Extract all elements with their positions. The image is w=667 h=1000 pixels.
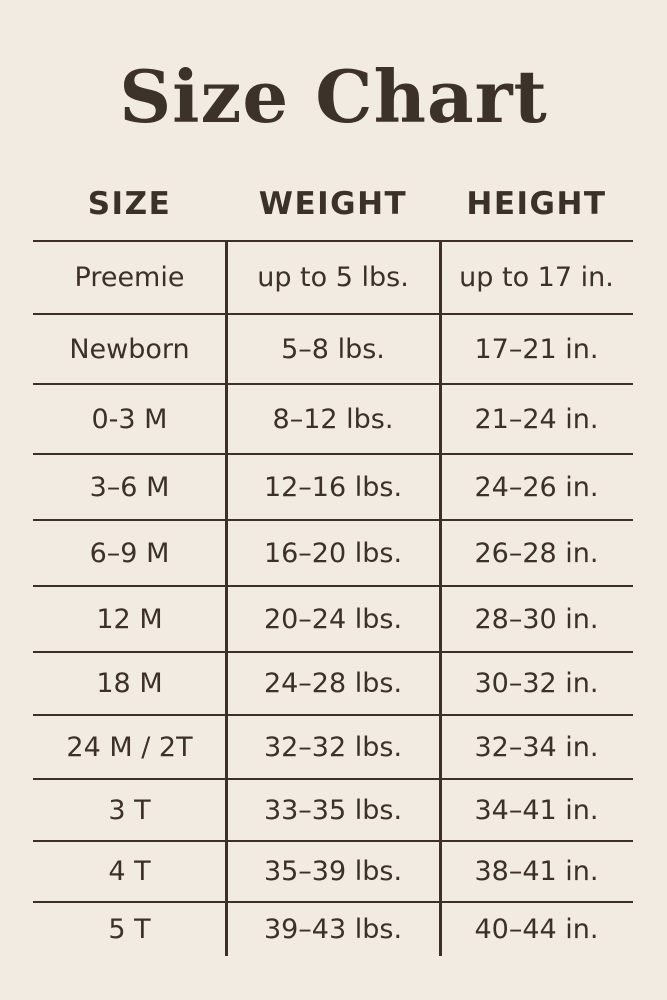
table-row: 5 T 39–43 lbs. 40–44 in.: [33, 901, 633, 956]
cell-height: 24–26 in.: [474, 471, 599, 503]
cell-height: up to 17 in.: [459, 262, 614, 293]
cell-size: 12 M: [96, 603, 163, 635]
cell-size: 6–9 M: [89, 537, 170, 569]
column-header-height: HEIGHT: [466, 186, 607, 222]
cell-weight: 16–20 lbs.: [263, 537, 403, 569]
cell-weight: 33–35 lbs.: [263, 794, 403, 826]
table-row: 3 T 33–35 lbs. 34–41 in.: [33, 778, 633, 840]
column-header-weight: WEIGHT: [258, 186, 408, 222]
page-title: Size Chart: [119, 54, 548, 139]
cell-weight: 24–28 lbs.: [263, 668, 403, 699]
column-header-size: SIZE: [87, 186, 172, 222]
cell-weight: 32–32 lbs.: [263, 731, 403, 763]
cell-size: 24 M / 2T: [66, 731, 193, 763]
cell-height: 34–41 in.: [474, 794, 599, 826]
cell-size: 3–6 M: [89, 471, 170, 503]
cell-weight: up to 5 lbs.: [257, 262, 409, 293]
cell-size: 18 M: [96, 668, 163, 699]
cell-weight: 12–16 lbs.: [263, 471, 403, 503]
cell-height: 38–41 in.: [474, 856, 599, 887]
cell-height: 30–32 in.: [474, 668, 599, 699]
cell-size: 0-3 M: [91, 403, 168, 435]
cell-weight: 39–43 lbs.: [263, 914, 403, 945]
table-row: Preemie up to 5 lbs. up to 17 in.: [33, 240, 633, 313]
column-divider: [225, 240, 228, 956]
table-row: 0-3 M 8–12 lbs. 21–24 in.: [33, 383, 633, 453]
cell-height: 26–28 in.: [474, 537, 599, 569]
cell-height: 21–24 in.: [474, 403, 599, 435]
cell-size: 4 T: [108, 856, 151, 887]
cell-size: 3 T: [108, 794, 151, 826]
cell-height: 32–34 in.: [474, 731, 599, 763]
cell-height: 28–30 in.: [474, 603, 599, 635]
cell-height: 40–44 in.: [474, 914, 599, 945]
table-row: 18 M 24–28 lbs. 30–32 in.: [33, 651, 633, 714]
table-row: 12 M 20–24 lbs. 28–30 in.: [33, 585, 633, 651]
table-row: 24 M / 2T 32–32 lbs. 32–34 in.: [33, 714, 633, 778]
cell-weight: 35–39 lbs.: [263, 856, 403, 887]
cell-weight: 8–12 lbs.: [272, 403, 394, 435]
table-row: 3–6 M 12–16 lbs. 24–26 in.: [33, 453, 633, 519]
cell-size: Preemie: [74, 262, 185, 293]
cell-size: Newborn: [69, 333, 190, 365]
table-row: Newborn 5–8 lbs. 17–21 in.: [33, 313, 633, 383]
table-row: 6–9 M 16–20 lbs. 26–28 in.: [33, 519, 633, 585]
column-divider: [439, 240, 442, 956]
table-row: 4 T 35–39 lbs. 38–41 in.: [33, 840, 633, 901]
cell-weight: 5–8 lbs.: [281, 333, 385, 365]
cell-weight: 20–24 lbs.: [263, 603, 403, 635]
cell-size: 5 T: [108, 914, 151, 945]
cell-height: 17–21 in.: [474, 333, 599, 365]
